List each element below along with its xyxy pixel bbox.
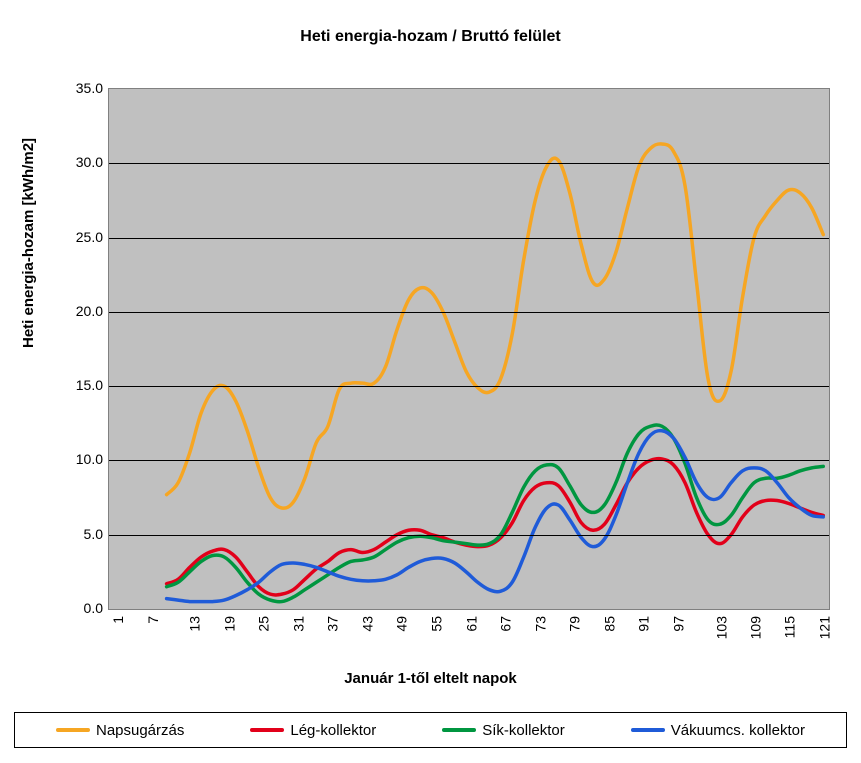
legend-label: Sík-kollektor <box>482 722 565 739</box>
y-tick-label: 5.0 <box>53 526 103 542</box>
chart-title: Heti energia-hozam / Bruttó felület <box>0 28 861 46</box>
legend-item: Vákuumcs. kollektor <box>631 722 805 739</box>
chart-container: Heti energia-hozam / Bruttó felület Heti… <box>0 0 861 763</box>
x-axis-label: Január 1-től eltelt napok <box>0 670 861 687</box>
legend-label: Vákuumcs. kollektor <box>671 722 805 739</box>
x-tick-label: 97 <box>671 616 687 632</box>
x-tick-label: 91 <box>636 616 652 632</box>
gridline <box>109 535 829 536</box>
x-tick-label: 49 <box>394 616 410 632</box>
series-line <box>167 144 824 508</box>
legend-item: Sík-kollektor <box>442 722 565 739</box>
x-tick-label: 109 <box>747 616 763 639</box>
x-tick-label: 73 <box>532 616 548 632</box>
x-tick-label: 55 <box>429 616 445 632</box>
x-tick-label: 31 <box>290 616 306 632</box>
plot-area <box>108 88 830 610</box>
legend-label: Lég-kollektor <box>290 722 376 739</box>
y-tick-label: 0.0 <box>53 600 103 616</box>
legend-swatch <box>250 728 284 732</box>
y-axis-label: Heti energia-hozam [kWh/m2] <box>20 138 37 348</box>
legend-swatch <box>442 728 476 732</box>
legend-swatch <box>56 728 90 732</box>
x-tick-label: 13 <box>187 616 203 632</box>
x-tick-label: 19 <box>221 616 237 632</box>
x-tick-label: 43 <box>359 616 375 632</box>
x-tick-label: 7 <box>144 616 160 624</box>
x-tick-label: 121 <box>817 616 833 639</box>
x-tick-label: 67 <box>498 616 514 632</box>
gridline <box>109 238 829 239</box>
y-tick-label: 30.0 <box>53 154 103 170</box>
x-tick-label: 103 <box>713 616 729 639</box>
y-tick-label: 35.0 <box>53 80 103 96</box>
gridline <box>109 312 829 313</box>
y-tick-label: 20.0 <box>53 303 103 319</box>
y-tick-label: 25.0 <box>53 229 103 245</box>
legend-item: Napsugárzás <box>56 722 184 739</box>
x-tick-label: 79 <box>567 616 583 632</box>
gridline <box>109 163 829 164</box>
x-tick-label: 115 <box>781 616 797 638</box>
legend-swatch <box>631 728 665 732</box>
legend-label: Napsugárzás <box>96 722 184 739</box>
x-tick-label: 61 <box>463 616 479 632</box>
x-tick-label: 1 <box>110 616 126 624</box>
y-tick-label: 10.0 <box>53 451 103 467</box>
legend: Napsugárzás Lég-kollektor Sík-kollektor Vák… <box>14 712 847 748</box>
x-tick-label: 25 <box>256 616 272 632</box>
x-tick-label: 85 <box>601 616 617 632</box>
series-line <box>167 431 824 602</box>
gridline <box>109 386 829 387</box>
gridline <box>109 460 829 461</box>
chart-svg <box>109 89 829 609</box>
y-tick-label: 15.0 <box>53 377 103 393</box>
legend-item: Lég-kollektor <box>250 722 376 739</box>
x-tick-label: 37 <box>325 616 341 632</box>
